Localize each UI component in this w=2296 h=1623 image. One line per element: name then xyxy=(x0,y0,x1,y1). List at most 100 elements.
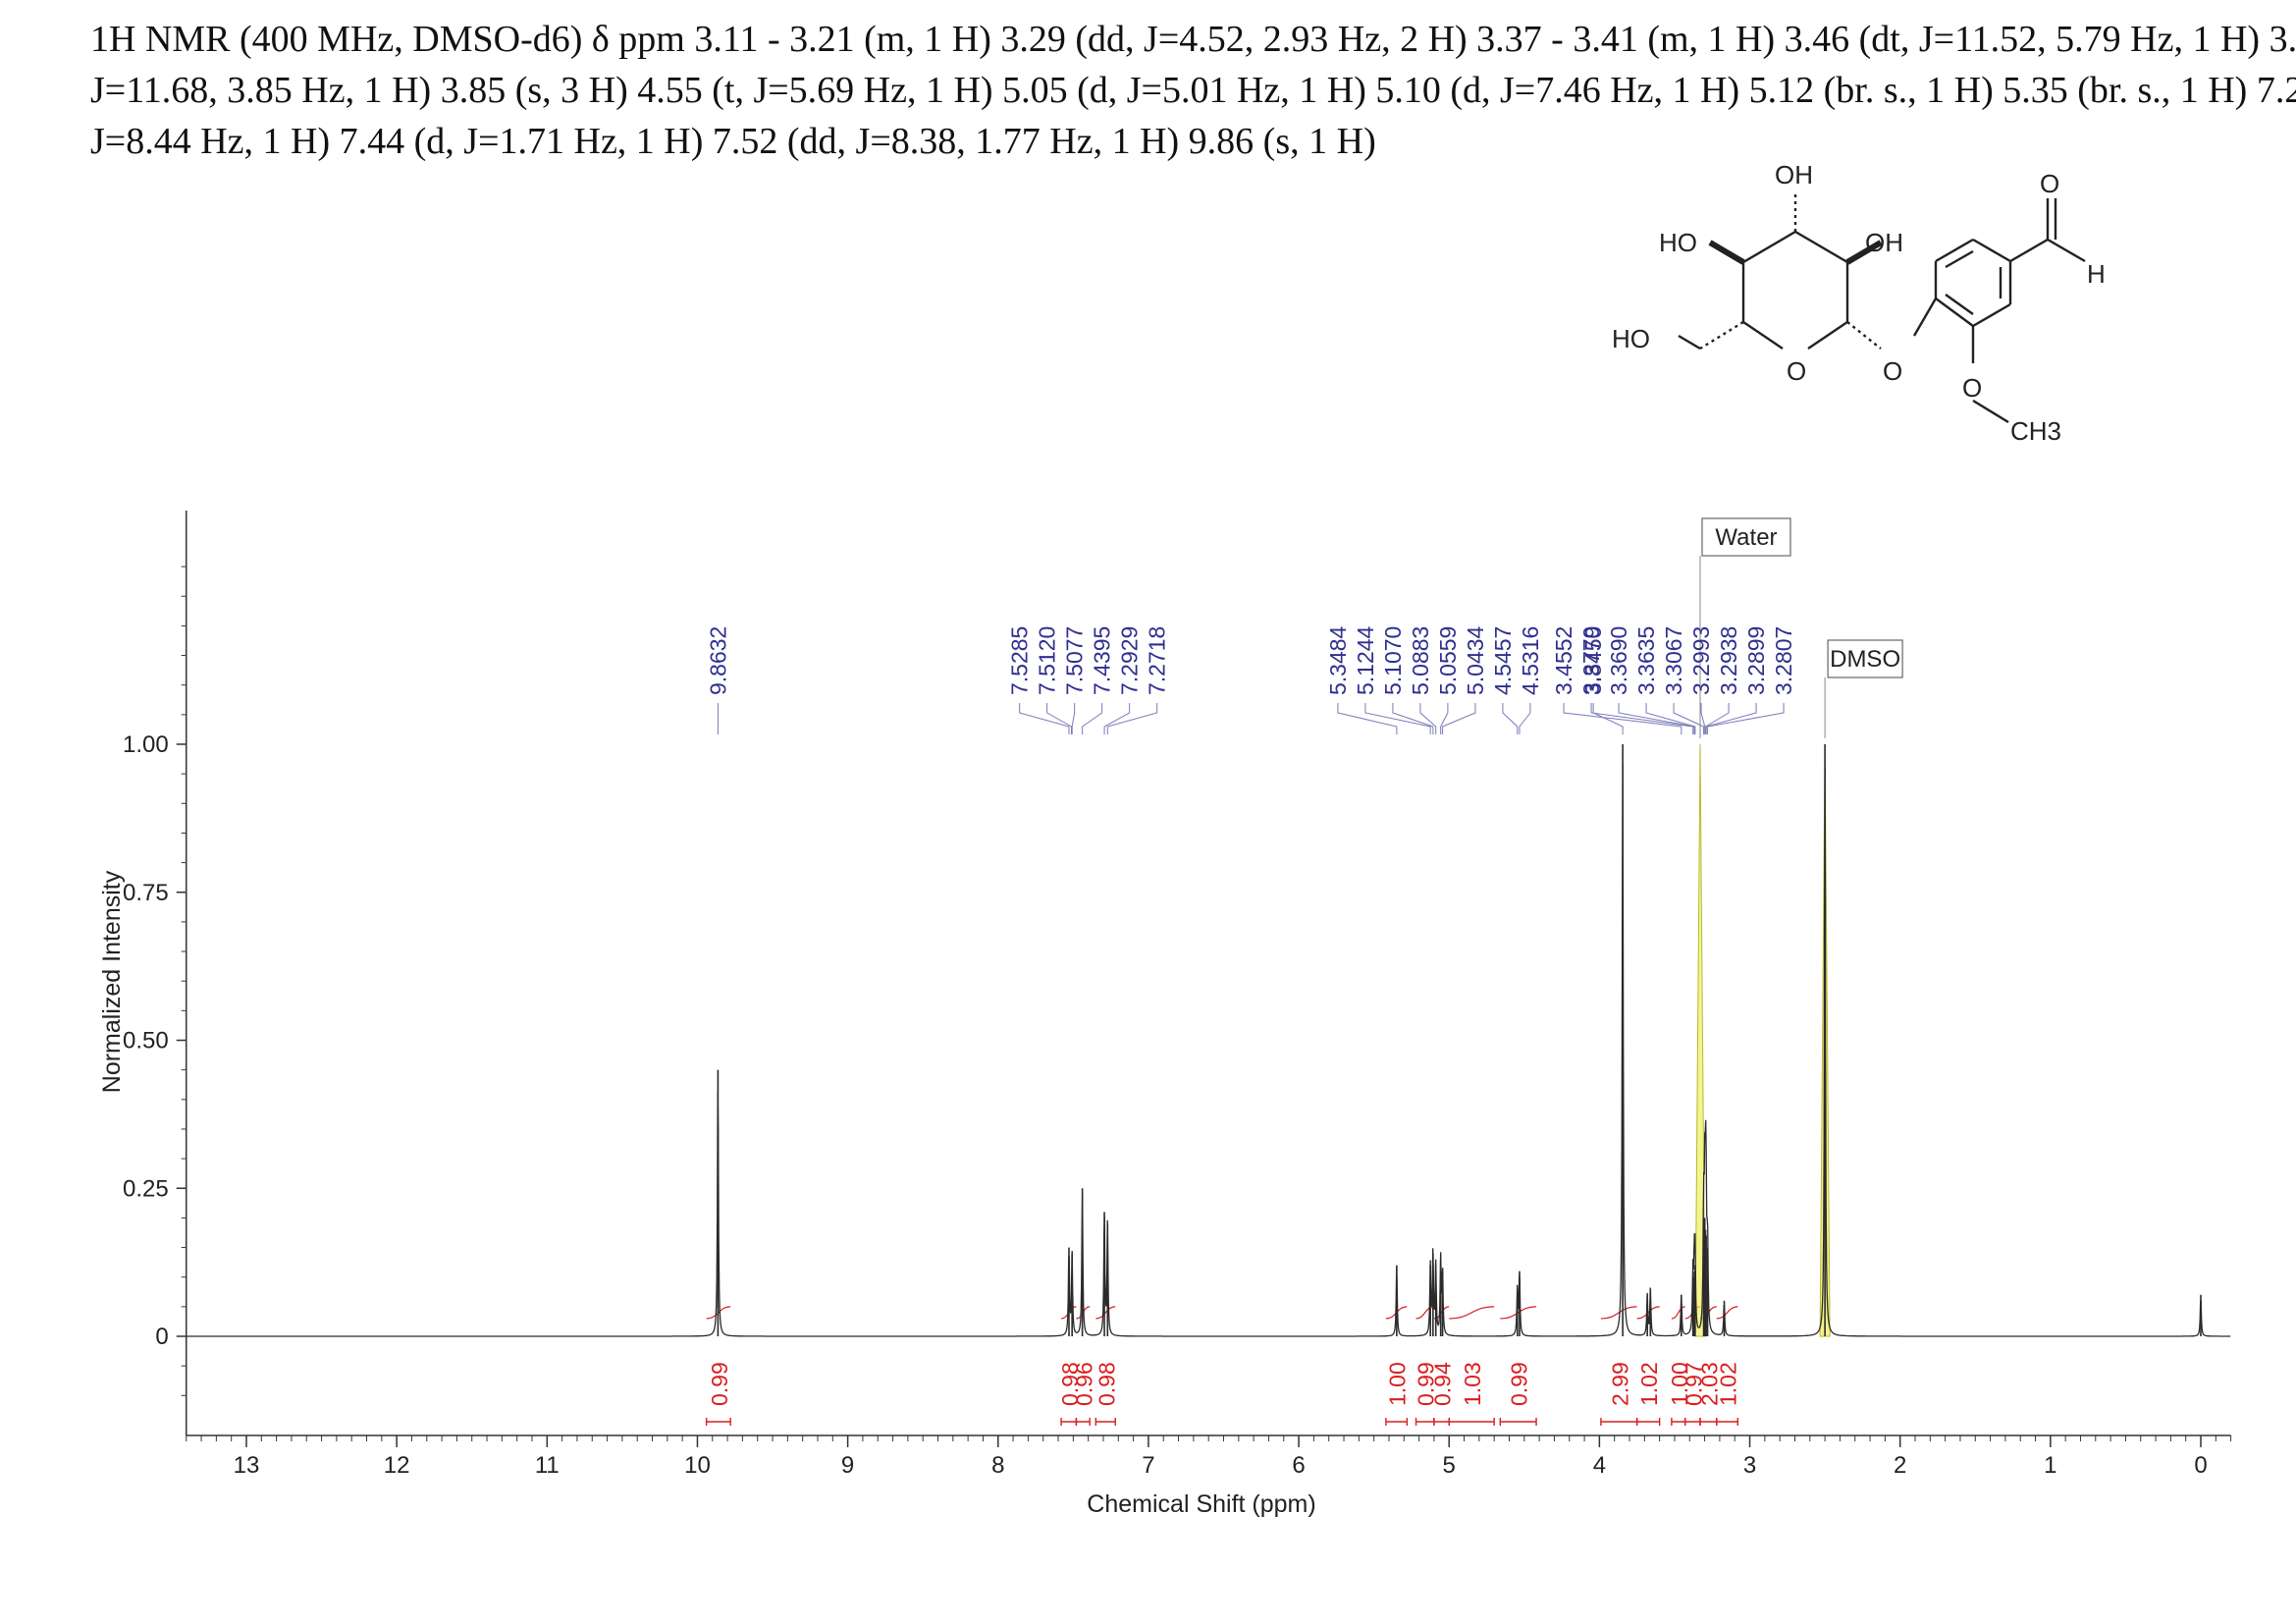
y-tick-label: 1.00 xyxy=(123,731,169,758)
peak-label-connector xyxy=(1103,703,1131,734)
molecule-structure xyxy=(1678,192,2086,424)
y-tick-label: 0.75 xyxy=(123,880,169,906)
solvent-peak-fill xyxy=(1694,743,1706,1337)
peak-shift-label: 9.8632 xyxy=(705,626,730,695)
peak-label-connector xyxy=(1700,703,1706,734)
integral-value: 1.00 xyxy=(1385,1362,1411,1406)
peak-label-connector xyxy=(1705,703,1757,734)
integral-curve xyxy=(1500,1306,1537,1320)
y-tick-label: 0 xyxy=(155,1324,168,1350)
peak-shift-label: 3.4552 xyxy=(1551,626,1576,695)
peak-shift-label: 5.1070 xyxy=(1380,626,1406,695)
peak-label-connector xyxy=(1592,703,1624,734)
solvent-regions: Water DMSO xyxy=(1694,517,1903,1337)
peak-label-connector xyxy=(1337,703,1398,734)
molecule-label: CH3 xyxy=(2010,416,2061,446)
integral-value: 0.98 xyxy=(1094,1362,1119,1406)
molecule-labels: OH HO OH HO O O O H O CH3 xyxy=(1612,160,2106,446)
integral-regions: 0.99 0.980.960.98 1.00 0.990.94 1.03 0.99 2.99… xyxy=(705,1306,1741,1426)
peak-label-connector xyxy=(1618,703,1695,734)
peak-shift-label: 7.2718 xyxy=(1145,626,1170,695)
peak-shift-label: 4.5316 xyxy=(1518,626,1543,695)
peak-shift-label: 7.5120 xyxy=(1035,626,1060,695)
peak-shift-label: 3.2993 xyxy=(1688,626,1714,695)
peak-shift-label: 7.5077 xyxy=(1062,626,1088,695)
integral-curve xyxy=(1095,1306,1116,1320)
molecule-label: O xyxy=(2040,169,2059,198)
nmr-description-line-1: 1H NMR (400 MHz, DMSO-d6) δ ppm 3.11 - 3… xyxy=(90,19,2296,60)
peak-label-connector xyxy=(1419,703,1437,734)
integral-value: 2.99 xyxy=(1607,1362,1632,1406)
peak-label-connector xyxy=(1106,703,1158,734)
integral-bracket xyxy=(1448,1418,1495,1426)
peak-label-connector xyxy=(1673,703,1705,734)
molecule-label: H xyxy=(2087,259,2106,289)
y-tick-label: 0.25 xyxy=(123,1175,169,1202)
solvent-label: DMSO xyxy=(1830,646,1900,673)
x-tick-label: 2 xyxy=(1894,1452,1906,1479)
integral-curve xyxy=(1600,1306,1637,1320)
integral-bracket xyxy=(1683,1418,1701,1426)
peak-shift-label: 3.2807 xyxy=(1771,626,1796,695)
x-tick-label: 8 xyxy=(991,1452,1004,1479)
integral-bracket xyxy=(1385,1418,1409,1426)
spectrum-line xyxy=(186,764,2231,1337)
molecule-label: O xyxy=(1962,373,1982,403)
molecule-label: HO xyxy=(1659,228,1697,257)
peak-label-connector xyxy=(1364,703,1431,734)
integral-curve xyxy=(1671,1306,1685,1320)
peak-shift-label: 3.2938 xyxy=(1716,626,1741,695)
peak-shift-label: 5.0559 xyxy=(1435,626,1461,695)
integral-value: 0.99 xyxy=(1507,1362,1532,1406)
peak-label-connector xyxy=(1082,703,1103,734)
integral-curve xyxy=(1449,1306,1495,1320)
integral-value: 1.00 xyxy=(1667,1362,1692,1406)
peak-shift-label: 7.2929 xyxy=(1117,626,1143,695)
integral-bracket xyxy=(1600,1418,1638,1426)
x-tick-label: 4 xyxy=(1593,1452,1606,1479)
peak-shift-label: 7.4395 xyxy=(1090,626,1115,695)
y-axis-label: Normalized Intensity xyxy=(98,870,126,1093)
nmr-description: 1H NMR (400 MHz, DMSO-d6) δ ppm 3.11 - 3… xyxy=(90,14,2296,167)
peak-label-connector xyxy=(1519,703,1531,734)
peak-shift-label: 5.0883 xyxy=(1408,626,1433,695)
nmr-description-line-3: J=8.44 Hz, 1 H) 7.44 (d, J=1.71 Hz, 1 H)… xyxy=(90,121,1376,162)
x-tick-label: 11 xyxy=(535,1452,560,1479)
peak-label-connector xyxy=(1707,703,1785,734)
x-tick-label: 10 xyxy=(684,1452,711,1479)
integral-value: 0.99 xyxy=(707,1362,732,1406)
integral-bracket xyxy=(1433,1418,1450,1426)
peak-label-connector xyxy=(1440,703,1449,734)
peak-shift-label: 5.0434 xyxy=(1463,625,1488,695)
peak-label-connector xyxy=(1392,703,1434,734)
integral-curve xyxy=(1716,1306,1738,1320)
peak-shift-label: 4.5457 xyxy=(1490,626,1516,695)
peak-shift-label: 3.3779 xyxy=(1578,626,1604,695)
integral-bracket xyxy=(1635,1418,1661,1426)
solvent-label: Water xyxy=(1715,524,1777,551)
spectrum-trace xyxy=(186,744,2231,1337)
solvent-label-box xyxy=(1701,517,1791,557)
integral-bracket xyxy=(1671,1418,1686,1426)
integral-bracket xyxy=(1716,1418,1738,1426)
peak-label-connector xyxy=(1502,703,1519,734)
integral-value: 0.96 xyxy=(1071,1362,1096,1406)
integral-value: 1.02 xyxy=(1636,1362,1662,1406)
peak-label-connector xyxy=(1019,703,1070,734)
integral-bracket xyxy=(1075,1418,1091,1426)
x-tick-label: 5 xyxy=(1443,1452,1456,1479)
peak-shift-label: 3.2899 xyxy=(1743,626,1769,695)
integral-value: 2.03 xyxy=(1696,1362,1722,1406)
integral-curve xyxy=(1415,1306,1434,1320)
peak-label-connector xyxy=(1442,703,1476,734)
solvent-label-box xyxy=(1827,639,1903,678)
integral-bracket xyxy=(1499,1418,1537,1426)
peak-shift-label: 3.3635 xyxy=(1633,626,1659,695)
x-tick-label: 9 xyxy=(841,1452,854,1479)
x-tick-label: 6 xyxy=(1292,1452,1305,1479)
peak-label-connector xyxy=(1071,703,1076,734)
integral-value: 1.02 xyxy=(1716,1362,1741,1406)
y-tick-label: 0.50 xyxy=(123,1028,169,1055)
peak-label-connector xyxy=(1645,703,1696,734)
